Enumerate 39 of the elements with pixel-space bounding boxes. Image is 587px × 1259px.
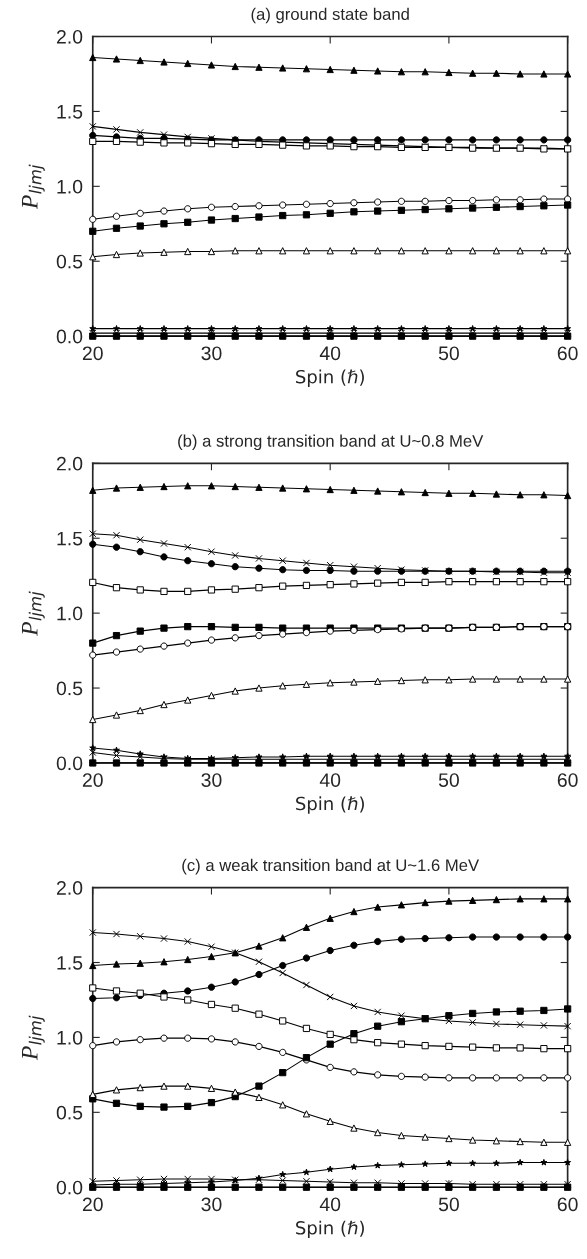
x-axis-title: Spin (ℏ) <box>296 796 364 814</box>
chart-title: (b) a strong transition band at U~0.8 MeV <box>178 434 484 451</box>
y-tick-label: 1.0 <box>57 179 83 194</box>
y-tick-label: 2.0 <box>56 881 83 895</box>
y-tick-label: 1.5 <box>57 105 83 119</box>
y-axis-title: P$_{ljmj}$ <box>21 591 45 636</box>
x-tick-label: 60 <box>557 346 578 361</box>
x-tick-label: 40 <box>319 1197 341 1212</box>
chart-title: (c) a weak transition band at U~1.6 MeV <box>182 858 480 875</box>
x-tick-label: 40 <box>319 773 341 787</box>
y-tick-label: 1.5 <box>57 531 83 546</box>
y-tick-label: 0.0 <box>56 329 83 344</box>
x-tick-label: 20 <box>82 1197 103 1212</box>
y-tick-label: 0.5 <box>56 1105 83 1120</box>
y-axis-title: P$_{ljmj}$ <box>21 164 45 210</box>
y-axis-title: P$_{ljmj}$ <box>21 1015 45 1061</box>
x-tick-label: 30 <box>201 346 222 361</box>
x-tick-label: 50 <box>438 346 459 361</box>
x-tick-label: 60 <box>557 773 578 787</box>
y-tick-label: 2.0 <box>56 456 83 471</box>
y-tick-label: 1.5 <box>57 956 83 970</box>
x-tick-label: 60 <box>557 1197 578 1212</box>
x-tick-label: 30 <box>201 773 222 787</box>
x-axis-title: Spin (ℏ) <box>296 1220 364 1239</box>
y-tick-label: 1.0 <box>57 1030 83 1045</box>
x-tick-label: 20 <box>82 346 103 361</box>
y-tick-label: 0.0 <box>56 756 83 771</box>
y-tick-label: 0.5 <box>56 254 83 269</box>
y-tick-label: 1.0 <box>57 606 83 621</box>
x-tick-label: 50 <box>438 1197 459 1212</box>
chart-title: (a) ground state band <box>251 7 409 24</box>
x-tick-label: 30 <box>201 1197 222 1212</box>
x-tick-label: 20 <box>82 773 103 787</box>
y-tick-label: 0.5 <box>56 681 83 696</box>
x-tick-label: 50 <box>438 773 459 787</box>
y-tick-label: 0.0 <box>56 1180 83 1195</box>
x-axis-title: Spin (ℏ) <box>296 369 364 388</box>
x-tick-label: 40 <box>319 346 341 361</box>
y-tick-label: 2.0 <box>56 29 83 44</box>
